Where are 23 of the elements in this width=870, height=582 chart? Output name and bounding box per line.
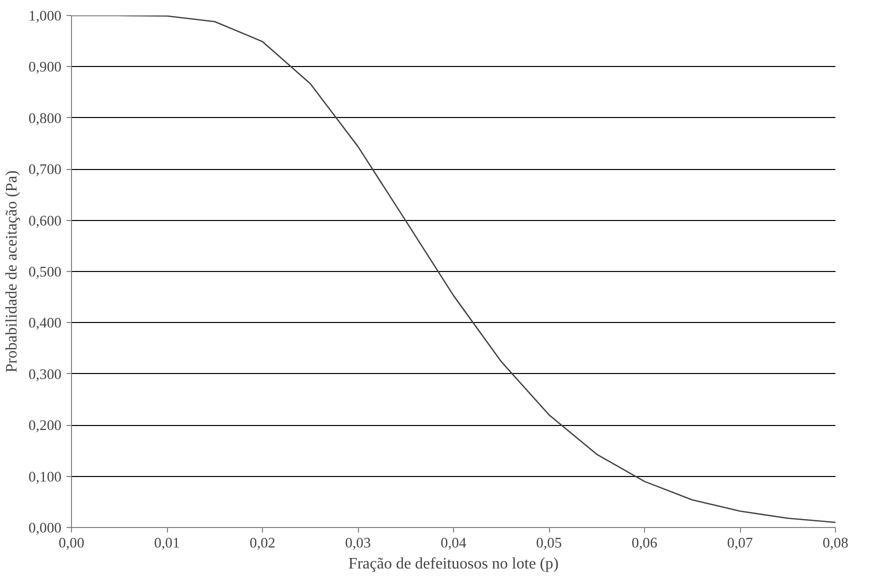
x-tick-label: 0,04: [440, 536, 467, 552]
x-tick-label: 0,06: [632, 536, 658, 552]
y-tick-label: 0,100: [28, 469, 62, 486]
x-tick-label: 0,07: [727, 536, 753, 552]
y-tick-label: 0,400: [28, 316, 62, 332]
line-series: [72, 16, 836, 524]
x-tick-label: 0,08: [822, 536, 848, 552]
x-tick-label: 0,00: [58, 536, 84, 552]
y-tick-label: 1,000: [28, 8, 62, 24]
y-axis-title: Probabilidade de aceitação (Pa): [4, 170, 21, 373]
y-tick-label: 0,000: [28, 520, 62, 536]
x-axis-title: Fração de defeituosos no lote (p): [348, 556, 559, 572]
y-tick-label: 0,300: [28, 366, 62, 383]
y-tick-label: 0,600: [28, 213, 62, 230]
y-tick-label: 0,900: [28, 60, 62, 76]
x-tick-label: 0,03: [345, 536, 371, 552]
y-tick-label: 0,500: [28, 264, 62, 280]
x-tick-label: 0,01: [154, 536, 180, 552]
y-tick-label: 0,800: [28, 110, 62, 127]
y-tick-label: 0,200: [28, 418, 62, 434]
x-tick-label: 0,02: [250, 536, 276, 552]
x-tick-label: 0,05: [536, 536, 562, 552]
y-tick-label: 0,700: [28, 162, 62, 178]
